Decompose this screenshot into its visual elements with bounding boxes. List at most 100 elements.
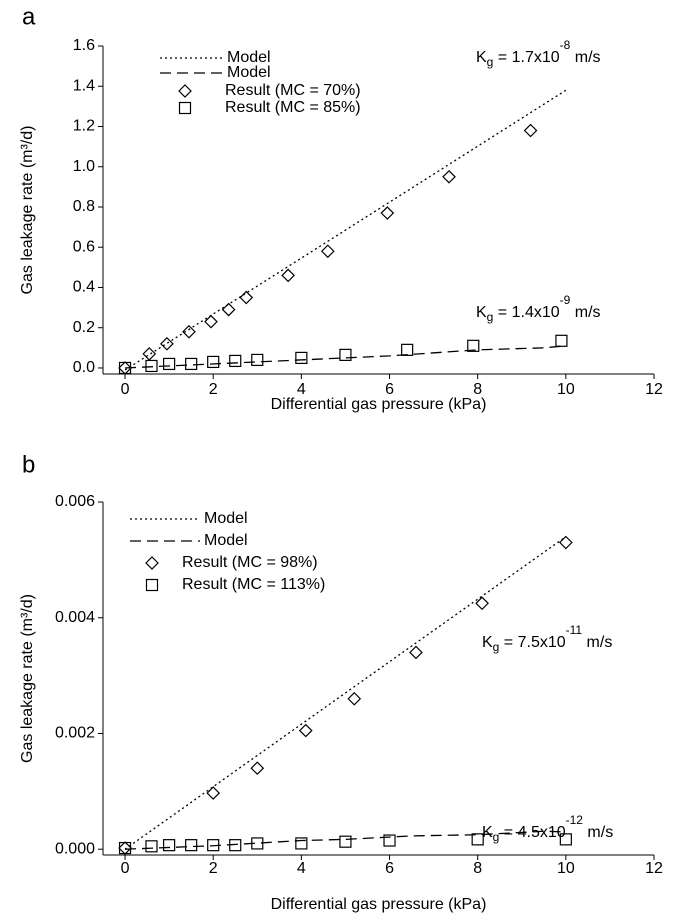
diamond-marker	[239, 290, 254, 305]
annotation: Kg = 1.7x10-8 m/s	[476, 38, 601, 69]
diamond-marker	[118, 841, 132, 855]
diamond-marker	[221, 302, 236, 317]
model-line	[125, 830, 566, 850]
square-marker	[251, 353, 264, 367]
square-marker	[251, 837, 264, 850]
diamond-marker	[523, 123, 538, 138]
diamond-marker	[347, 691, 362, 706]
square-marker	[118, 361, 132, 375]
annotation-part: K	[476, 304, 487, 321]
x-tick-label: 10	[557, 860, 575, 877]
x-tick-label: 6	[385, 860, 394, 877]
diamond-marker	[475, 596, 489, 611]
diamond-marker	[142, 347, 157, 361]
model-line	[124, 536, 567, 850]
annotation-part: -11	[566, 623, 583, 637]
square-marker	[401, 343, 414, 356]
y-axis-title: Gas leakage rate (m³/d)	[19, 594, 36, 763]
legend-marker	[178, 84, 192, 98]
square-marker	[229, 354, 242, 368]
x-tick-label: 8	[473, 381, 482, 398]
annotation-part: g	[493, 640, 500, 654]
y-tick-label: 1.0	[73, 158, 95, 175]
annotation-part: = 1.4x10	[493, 304, 559, 321]
annotation: Kg = 1.4x10-9 m/s	[476, 293, 601, 324]
diamond-marker	[250, 761, 265, 776]
annotation-part: K	[482, 634, 493, 651]
y-tick-label: 0.4	[73, 279, 95, 296]
diamond-marker	[204, 314, 218, 329]
legend-label: Result (MC = 85%)	[225, 99, 361, 116]
y-tick-label: 0.2	[73, 319, 95, 336]
annotation-part: m/s	[570, 304, 600, 321]
annotation-part: K	[476, 49, 487, 66]
x-axis-title: Differential gas pressure (kPa)	[271, 896, 487, 913]
diamond-marker	[182, 324, 196, 339]
x-tick-label: 12	[645, 381, 663, 398]
legend-label: Model	[227, 49, 271, 66]
annotation-part: K	[482, 824, 493, 841]
y-tick-label: 1.4	[73, 77, 95, 94]
legend-marker	[145, 556, 159, 570]
x-tick-label: 0	[121, 381, 130, 398]
diamond-marker	[380, 206, 395, 220]
square-marker	[207, 355, 220, 369]
y-tick-label: 1.6	[73, 37, 95, 54]
panel-label: b	[22, 451, 35, 478]
y-tick-label: 0.002	[55, 725, 95, 742]
diamond-marker	[558, 535, 573, 550]
annotation-part: = 7.5x10	[499, 634, 565, 651]
diamond-marker	[206, 786, 221, 800]
square-marker	[559, 833, 572, 846]
legend-label: Model	[204, 510, 248, 527]
y-tick-label: 0.004	[55, 609, 95, 626]
diamond-marker	[320, 244, 335, 259]
y-tick-label: 0.8	[73, 198, 95, 215]
square-marker	[185, 357, 198, 371]
annotation-part: m/s	[583, 824, 613, 841]
square-marker	[471, 833, 484, 846]
square-marker	[339, 835, 352, 848]
square-marker	[229, 839, 242, 852]
square-marker	[295, 837, 308, 850]
annotation-part: = 4.5x10	[499, 824, 565, 841]
annotation: Kg = 7.5x10-11 m/s	[482, 623, 612, 654]
x-tick-label: 0	[121, 860, 130, 877]
legend-label: Result (MC = 113%)	[182, 576, 325, 593]
y-tick-label: 1.2	[73, 118, 95, 135]
legend-label: Model	[227, 64, 271, 81]
diamond-marker	[298, 723, 313, 738]
y-tick-label: 0.000	[55, 840, 95, 857]
x-tick-label: 2	[209, 381, 218, 398]
x-tick-label: 6	[385, 381, 394, 398]
square-marker	[118, 841, 132, 855]
annotation-part: = 1.7x10	[493, 49, 559, 66]
annotation-part: -12	[566, 813, 584, 827]
x-tick-label: 4	[297, 860, 306, 877]
model-line	[124, 89, 567, 371]
x-tick-label: 12	[645, 860, 663, 877]
square-marker	[185, 839, 198, 852]
square-marker	[145, 840, 158, 853]
y-axis-title: Gas leakage rate (m³/d)	[19, 126, 36, 295]
annotation-part: -9	[560, 293, 571, 307]
y-tick-label: 0.006	[55, 493, 95, 510]
annotation-part: m/s	[582, 634, 612, 651]
panel-label: a	[22, 3, 36, 30]
legend-marker	[178, 101, 192, 115]
x-tick-label: 4	[297, 381, 306, 398]
y-tick-label: 0.0	[73, 359, 95, 376]
square-marker	[207, 839, 220, 852]
square-marker	[295, 351, 308, 365]
square-marker	[163, 839, 176, 852]
annotation-part: g	[487, 55, 494, 69]
square-marker	[339, 348, 352, 361]
annotation-part: g	[493, 830, 500, 844]
annotation-part: -8	[560, 38, 571, 52]
diamond-marker	[409, 645, 423, 660]
square-marker	[555, 334, 568, 347]
square-marker	[145, 359, 158, 373]
x-tick-label: 2	[209, 860, 218, 877]
legend-label: Result (MC = 70%)	[225, 82, 361, 99]
